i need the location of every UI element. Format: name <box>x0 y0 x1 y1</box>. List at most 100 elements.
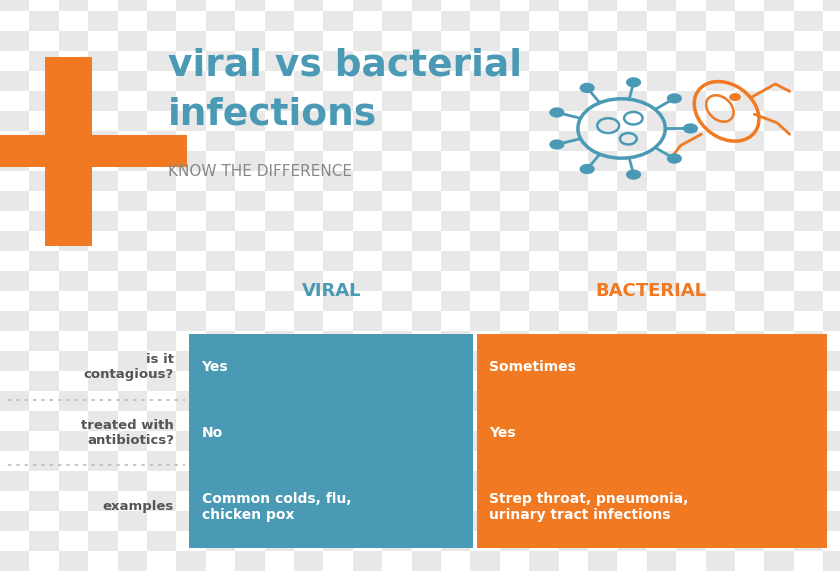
Bar <box>88 531 118 551</box>
Bar <box>353 111 382 131</box>
Text: Sometimes: Sometimes <box>489 360 576 374</box>
Text: Yes: Yes <box>489 425 516 440</box>
Bar <box>647 351 676 371</box>
Bar <box>88 11 118 31</box>
Bar <box>647 31 676 51</box>
Bar <box>206 451 235 471</box>
Bar <box>735 411 764 431</box>
Bar <box>647 271 676 291</box>
Bar <box>353 391 382 411</box>
Bar <box>176 391 206 411</box>
Bar <box>441 131 470 151</box>
Bar <box>147 451 176 471</box>
Bar <box>382 411 412 431</box>
Bar <box>559 411 588 431</box>
Bar <box>470 31 500 51</box>
Bar <box>588 271 617 291</box>
Bar <box>59 551 88 571</box>
Bar <box>29 371 59 391</box>
Bar <box>477 334 827 400</box>
Bar <box>794 491 823 511</box>
Bar <box>206 411 235 431</box>
Bar <box>412 151 441 171</box>
Bar <box>382 251 412 271</box>
Bar <box>676 531 706 551</box>
Bar <box>323 411 353 431</box>
Bar <box>617 291 647 311</box>
Bar <box>176 191 206 211</box>
Bar <box>294 431 323 451</box>
Bar <box>118 391 147 411</box>
Bar <box>559 291 588 311</box>
Bar <box>323 371 353 391</box>
Bar <box>706 111 735 131</box>
Bar <box>235 271 265 291</box>
Bar <box>265 411 294 431</box>
Bar <box>500 371 529 391</box>
Bar <box>118 471 147 491</box>
Bar <box>588 31 617 51</box>
Bar <box>265 291 294 311</box>
Bar <box>588 191 617 211</box>
Bar <box>45 57 92 246</box>
Bar <box>647 391 676 411</box>
Bar <box>323 11 353 31</box>
Bar <box>500 11 529 31</box>
Bar <box>29 11 59 31</box>
Bar <box>59 311 88 331</box>
Bar <box>323 131 353 151</box>
Bar <box>500 251 529 271</box>
Text: KNOW THE DIFFERENCE: KNOW THE DIFFERENCE <box>168 164 352 179</box>
Bar <box>441 531 470 551</box>
Bar <box>559 491 588 511</box>
Bar <box>235 431 265 451</box>
Bar <box>441 291 470 311</box>
Bar <box>529 191 559 211</box>
Bar <box>823 31 840 51</box>
Bar <box>412 0 441 11</box>
Bar <box>88 211 118 231</box>
Bar <box>412 111 441 131</box>
Bar <box>0 471 29 491</box>
Bar <box>500 291 529 311</box>
Bar <box>441 171 470 191</box>
Circle shape <box>667 93 682 103</box>
Bar <box>147 531 176 551</box>
Bar <box>441 411 470 431</box>
Bar <box>382 451 412 471</box>
Bar <box>500 451 529 471</box>
Bar <box>559 171 588 191</box>
Text: treated with
antibiotics?: treated with antibiotics? <box>81 419 174 447</box>
Bar <box>823 191 840 211</box>
Bar <box>764 511 794 531</box>
Bar <box>676 451 706 471</box>
Bar <box>147 411 176 431</box>
Bar <box>764 311 794 331</box>
Bar <box>88 91 118 111</box>
Bar <box>118 271 147 291</box>
Bar <box>206 491 235 511</box>
Bar <box>441 11 470 31</box>
Bar <box>29 251 59 271</box>
Bar <box>59 431 88 451</box>
Bar <box>617 451 647 471</box>
Bar <box>706 71 735 91</box>
Bar <box>529 111 559 131</box>
Bar <box>617 531 647 551</box>
Bar <box>559 11 588 31</box>
Bar <box>559 371 588 391</box>
Bar <box>676 371 706 391</box>
Bar <box>823 0 840 11</box>
Bar <box>176 431 206 451</box>
Bar <box>676 171 706 191</box>
Bar <box>500 211 529 231</box>
Bar <box>470 511 500 531</box>
Bar <box>735 491 764 511</box>
Bar <box>382 371 412 391</box>
Bar <box>647 71 676 91</box>
Bar <box>529 471 559 491</box>
Bar <box>559 91 588 111</box>
Bar <box>147 211 176 231</box>
Bar <box>382 211 412 231</box>
Bar <box>823 111 840 131</box>
